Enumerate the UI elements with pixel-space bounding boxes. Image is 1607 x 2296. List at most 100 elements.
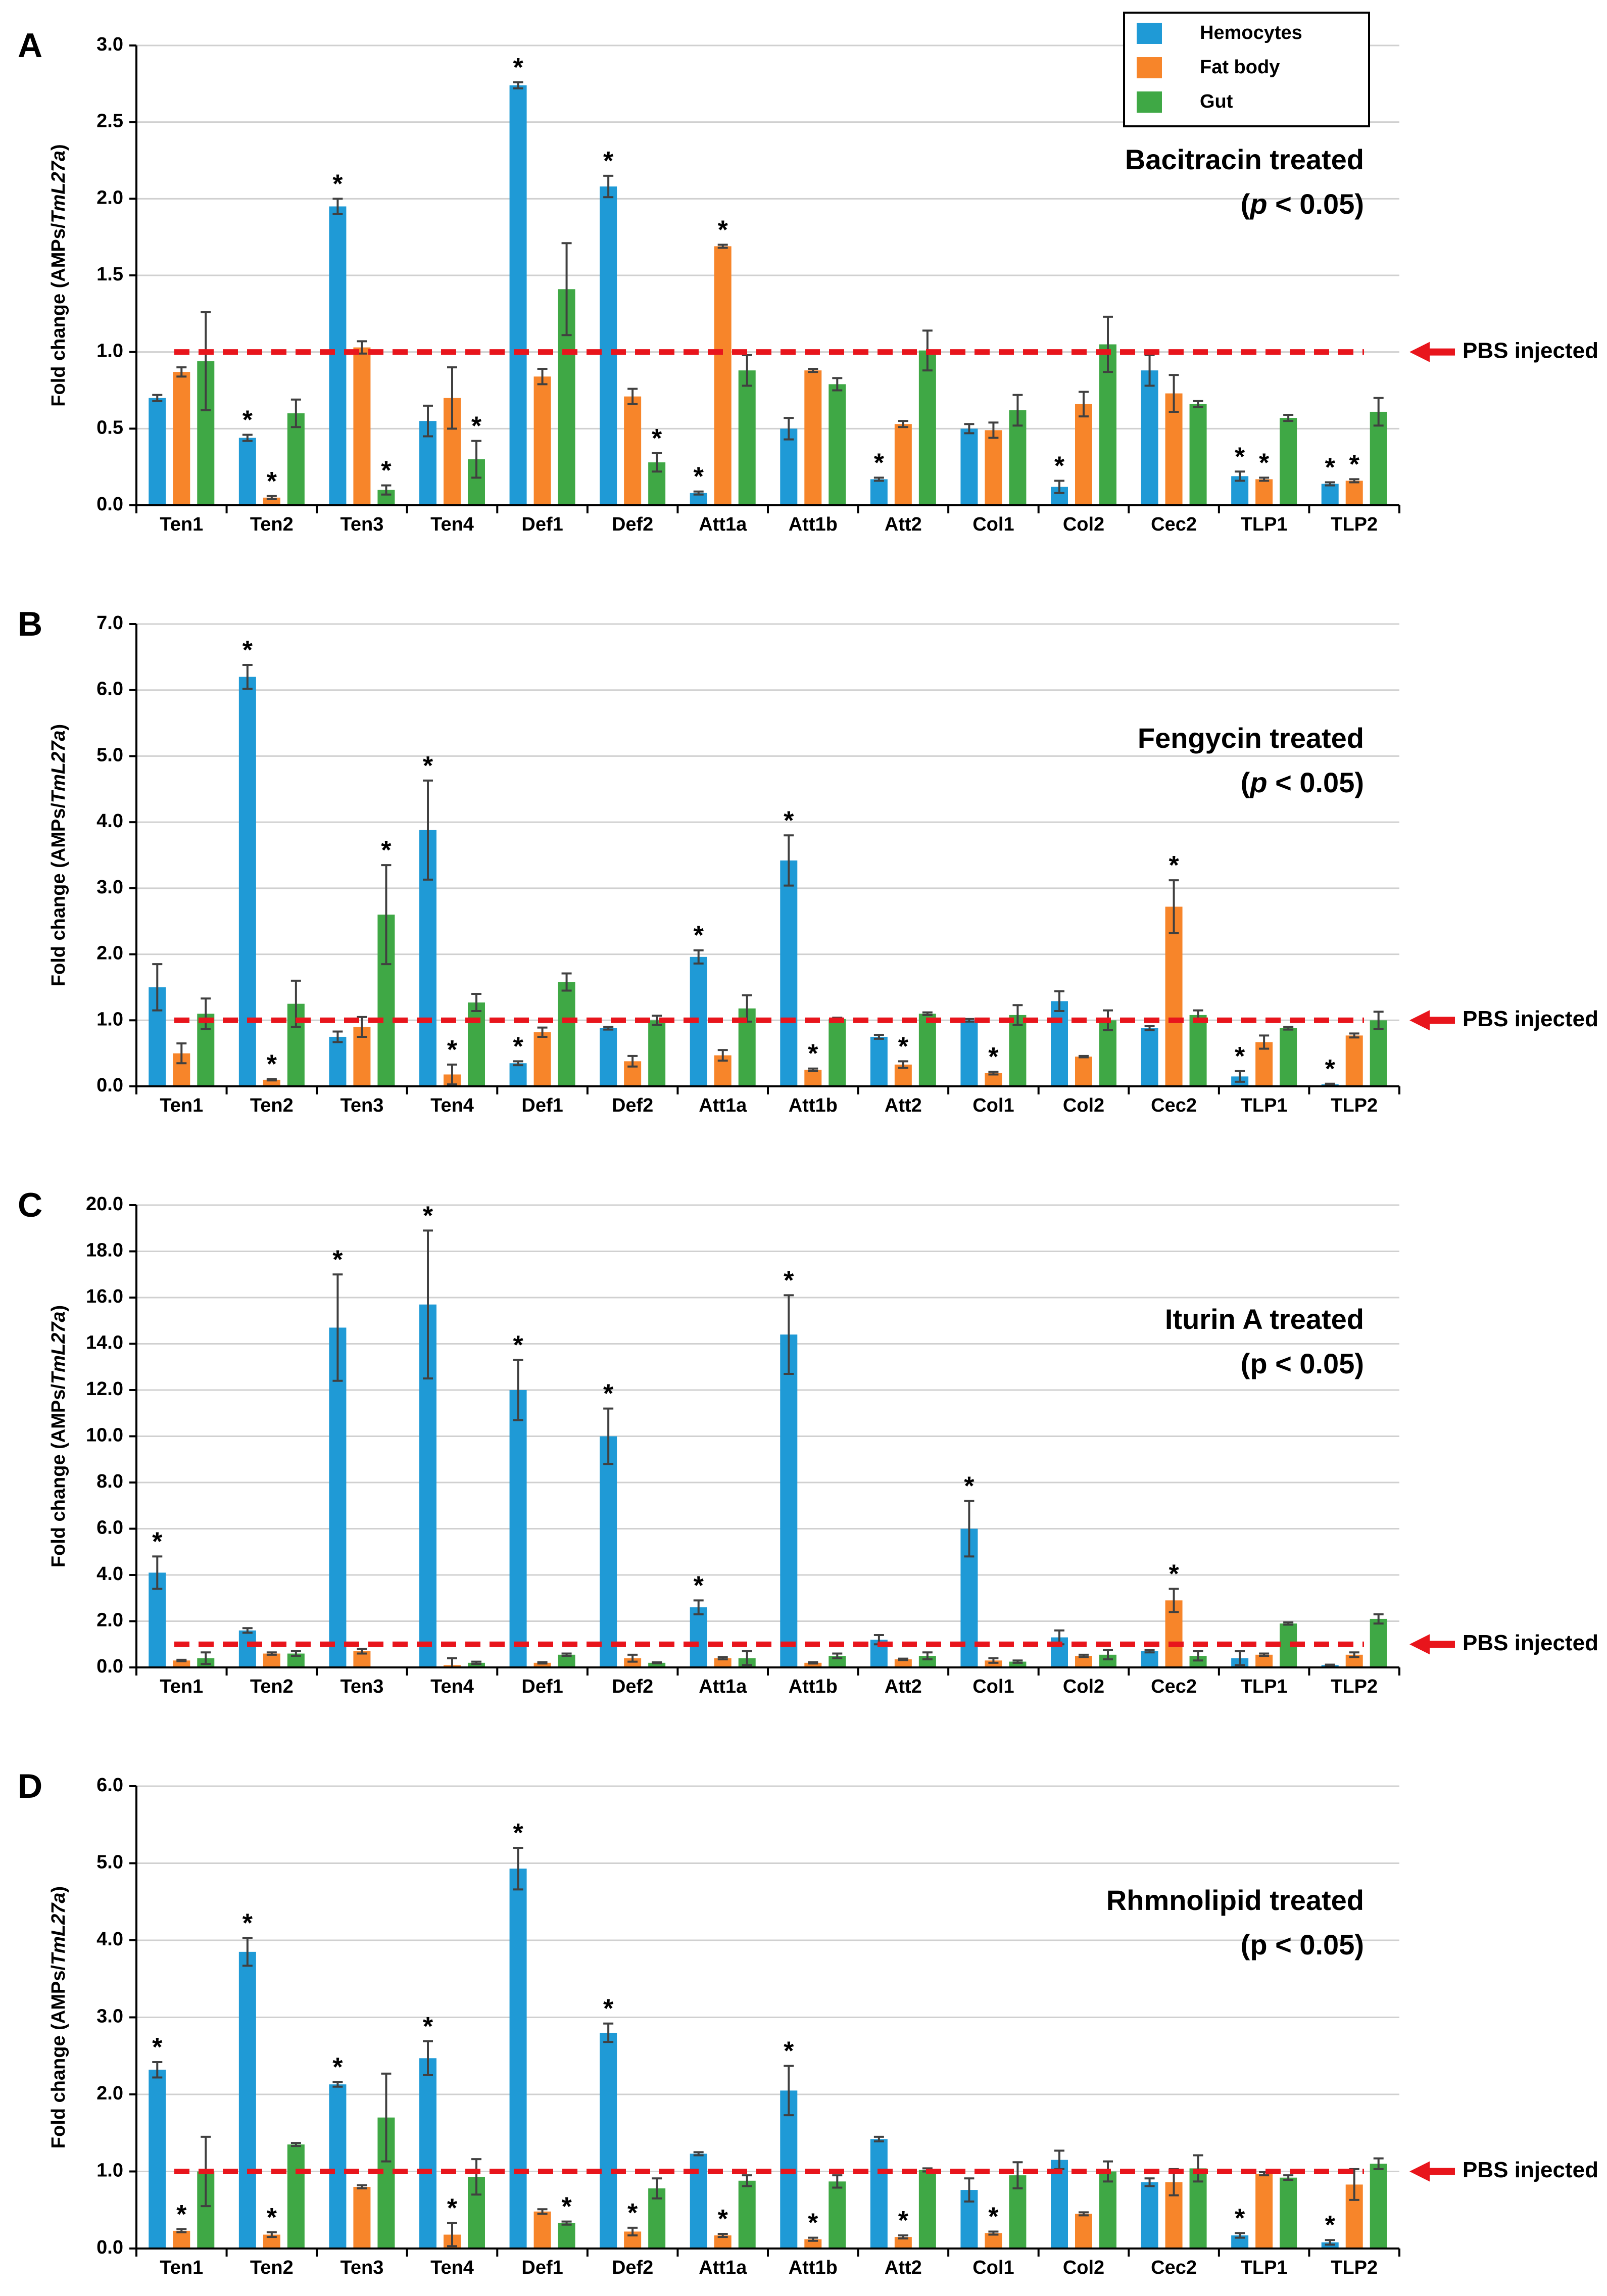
y-tick-label: 0.0 xyxy=(96,1075,123,1096)
x-tick-label: TLP1 xyxy=(1241,1095,1288,1116)
panel-p-value: (p < 0.05) xyxy=(1241,767,1364,798)
panel-letter: D xyxy=(18,1767,42,1805)
significance-marker: * xyxy=(267,467,277,496)
legend-swatch xyxy=(1137,57,1162,78)
pbs-reference-label: PBS injected xyxy=(1463,1007,1598,1031)
bar xyxy=(1051,2160,1068,2249)
bar xyxy=(1280,2177,1297,2249)
legend-label: Fat body xyxy=(1200,57,1280,78)
y-tick-label: 18.0 xyxy=(86,1240,123,1261)
significance-marker: * xyxy=(423,751,433,781)
significance-marker: * xyxy=(1235,2204,1245,2233)
bar xyxy=(780,428,798,505)
bar xyxy=(149,398,166,505)
significance-marker: * xyxy=(1325,2211,1336,2240)
y-tick-label: 1.0 xyxy=(96,2160,123,2181)
significance-marker: * xyxy=(423,2012,433,2041)
bar xyxy=(353,347,371,505)
bar xyxy=(738,2180,756,2249)
x-tick-label: Ten3 xyxy=(340,1095,383,1116)
y-tick-label: 3.0 xyxy=(96,34,123,55)
y-tick-label: 2.0 xyxy=(96,943,123,964)
legend: Hemocytes Fat body Gut xyxy=(1123,12,1370,127)
bar xyxy=(829,384,846,505)
bar xyxy=(1009,1661,1027,1667)
bar xyxy=(468,1002,485,1086)
significance-marker: * xyxy=(1168,1559,1179,1589)
bar xyxy=(624,396,642,505)
bar xyxy=(287,413,305,505)
y-tick-label: 16.0 xyxy=(86,1286,123,1307)
y-tick-label: 10.0 xyxy=(86,1425,123,1446)
chart-panel-c: C 0.0 2.0 4.0 6.0 8.0 10.0 12.0 14.0 16.0 18.0 20.0… xyxy=(18,1186,1598,1697)
bar xyxy=(419,2058,436,2249)
bar xyxy=(1345,481,1363,505)
pbs-reference-label: PBS injected xyxy=(1463,2158,1598,2182)
bar xyxy=(780,1334,798,1667)
y-tick-label: 4.0 xyxy=(96,1929,123,1950)
bar xyxy=(870,2139,888,2249)
bar xyxy=(960,1020,978,1086)
bar xyxy=(1141,1651,1158,1667)
x-tick-label: Ten2 xyxy=(250,2257,294,2278)
significance-marker: * xyxy=(784,1266,794,1295)
significance-marker: * xyxy=(513,1331,523,1360)
y-tick-label: 5.0 xyxy=(96,744,123,766)
bar xyxy=(1280,1028,1297,1086)
bar xyxy=(1075,1057,1092,1086)
significance-marker: * xyxy=(381,456,392,486)
significance-marker: * xyxy=(988,2202,999,2231)
y-axis-label: Fold change (AMPs/TmL27a) xyxy=(48,1305,69,1567)
significance-marker: * xyxy=(471,412,482,441)
panel-title: Bacitracin treated xyxy=(1125,144,1364,175)
x-tick-label: TLP2 xyxy=(1331,514,1378,535)
pbs-arrow-icon xyxy=(1409,1634,1455,1655)
chart-panel-d: D 0.0 1.0 2.0 3.0 4.0 5.0 6.0 Fold change (AMPs/… xyxy=(18,1767,1598,2278)
significance-marker: * xyxy=(603,1379,614,1409)
x-tick-label: Ten4 xyxy=(430,1676,474,1697)
bar xyxy=(263,1653,280,1667)
x-tick-label: Def2 xyxy=(612,514,653,535)
pbs-reference-label: PBS injected xyxy=(1463,338,1598,363)
y-axis-label: Fold change (AMPs/TmL27a) xyxy=(48,1886,69,2148)
x-tick-label: Def1 xyxy=(521,514,563,535)
y-tick-label: 3.0 xyxy=(96,877,123,898)
panel-title: Fengycin treated xyxy=(1138,722,1364,754)
x-tick-label: Att1a xyxy=(699,1676,747,1697)
x-tick-label: Ten1 xyxy=(160,514,203,535)
x-tick-label: Att1a xyxy=(699,2257,747,2278)
bar xyxy=(780,860,798,1086)
x-tick-label: Att1b xyxy=(789,514,838,535)
bar xyxy=(1370,411,1387,505)
x-tick-label: TLP2 xyxy=(1331,2257,1378,2278)
x-tick-label: Ten3 xyxy=(340,1676,383,1697)
significance-marker: * xyxy=(152,1527,163,1556)
bar xyxy=(648,1020,666,1086)
bar xyxy=(238,1630,256,1667)
bar xyxy=(894,2237,912,2249)
x-tick-label: Ten4 xyxy=(430,1095,474,1116)
y-tick-label: 6.0 xyxy=(96,1775,123,1796)
bar xyxy=(329,1327,347,1667)
bar xyxy=(1189,1015,1207,1086)
bar xyxy=(533,1662,551,1667)
x-tick-label: Cec2 xyxy=(1151,514,1197,535)
legend-label: Gut xyxy=(1200,91,1233,112)
significance-marker: * xyxy=(267,2203,277,2232)
significance-marker: * xyxy=(1325,1055,1336,1084)
bar xyxy=(468,1662,485,1667)
bar xyxy=(690,2154,707,2249)
significance-marker: * xyxy=(874,448,885,477)
significance-marker: * xyxy=(784,2037,794,2066)
significance-marker: * xyxy=(694,462,704,492)
bar xyxy=(690,1607,707,1667)
bar xyxy=(1099,2171,1116,2249)
bar xyxy=(804,1070,822,1086)
bar xyxy=(985,430,1002,505)
y-tick-label: 2.0 xyxy=(96,187,123,208)
bar xyxy=(918,2170,936,2249)
bar xyxy=(1075,2214,1092,2249)
bar xyxy=(804,370,822,505)
panel-letter: C xyxy=(18,1186,42,1224)
